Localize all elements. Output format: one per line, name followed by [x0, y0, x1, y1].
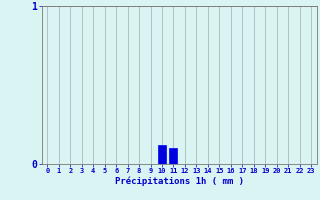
Bar [158, 145, 166, 164]
Bar [170, 148, 178, 164]
X-axis label: Précipitations 1h ( mm ): Précipitations 1h ( mm ) [115, 177, 244, 186]
